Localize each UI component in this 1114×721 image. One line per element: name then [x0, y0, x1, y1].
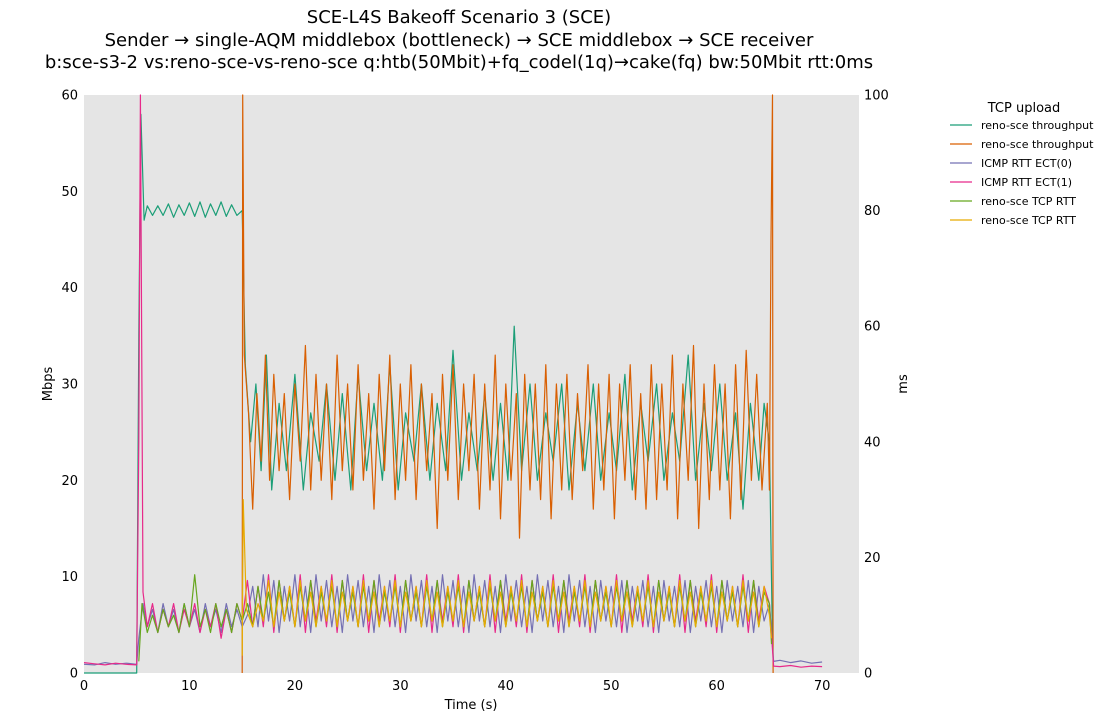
y-tick-label: 40 — [61, 281, 78, 296]
y2-tick-label: 20 — [864, 551, 881, 566]
x-tick-label: 70 — [814, 679, 831, 694]
y-axis-label: Mbps — [41, 367, 56, 402]
x-tick-label: 40 — [497, 679, 514, 694]
title-line-3: b:sce-s3-2 vs:reno-sce-vs-reno-sce q:htb… — [45, 52, 873, 73]
x-axis-label: Time (s) — [444, 698, 498, 713]
x-tick-label: 20 — [287, 679, 304, 694]
series-line-2 — [241, 94, 774, 674]
series-line-1 — [84, 113, 774, 674]
x-tick-label: 30 — [392, 679, 409, 694]
x-tick-label: 60 — [708, 679, 725, 694]
x-tick-label: 0 — [80, 679, 88, 694]
chart-title: SCE-L4S Bakeoff Scenario 3 (SCE)Sender →… — [45, 7, 873, 73]
legend-label: reno-sce throughput — [981, 138, 1094, 151]
title-line-2: Sender → single-AQM middlebox (bottlenec… — [105, 30, 814, 51]
series-line-3 — [83, 574, 823, 666]
legend-title: TCP upload — [987, 101, 1061, 116]
y-tick-label: 10 — [61, 570, 78, 585]
legend-entries: reno-sce throughput reno-sce throughput IC… — [950, 119, 1094, 227]
y-tick-label: 30 — [61, 378, 78, 393]
legend-label: ICMP RTT ECT(0) — [981, 157, 1072, 170]
legend-label: reno-sce TCP RTT — [981, 214, 1076, 227]
y2-axis-label: ms — [896, 374, 911, 394]
y2-tick-label: 60 — [864, 320, 881, 335]
legend-label: reno-sce TCP RTT — [981, 195, 1076, 208]
y-tick-label: 50 — [61, 185, 78, 200]
series-line-6 — [241, 499, 773, 656]
legend-label: reno-sce throughput — [981, 119, 1094, 132]
y-tick-label: 20 — [61, 474, 78, 489]
legend-label: ICMP RTT ECT(1) — [981, 176, 1072, 189]
y-tick-label: 60 — [61, 89, 78, 104]
y2-tick-label: 100 — [864, 89, 889, 104]
y2-tick-label: 40 — [864, 435, 881, 450]
y-tick-label: 0 — [70, 667, 78, 682]
y2-tick-label: 80 — [864, 204, 881, 219]
title-line-1: SCE-L4S Bakeoff Scenario 3 (SCE) — [307, 7, 611, 28]
x-tick-label: 10 — [181, 679, 198, 694]
y-axis-ticks: 0 10 20 30 40 50 60 — [61, 89, 78, 682]
x-axis-ticks: 0 10 20 30 40 50 60 70 — [80, 679, 831, 694]
y2-axis-ticks: 0 20 40 60 80 100 — [864, 89, 889, 682]
x-tick-label: 50 — [603, 679, 620, 694]
series-lines — [83, 94, 823, 674]
plot-background — [84, 95, 859, 673]
y2-tick-label: 0 — [864, 667, 872, 682]
